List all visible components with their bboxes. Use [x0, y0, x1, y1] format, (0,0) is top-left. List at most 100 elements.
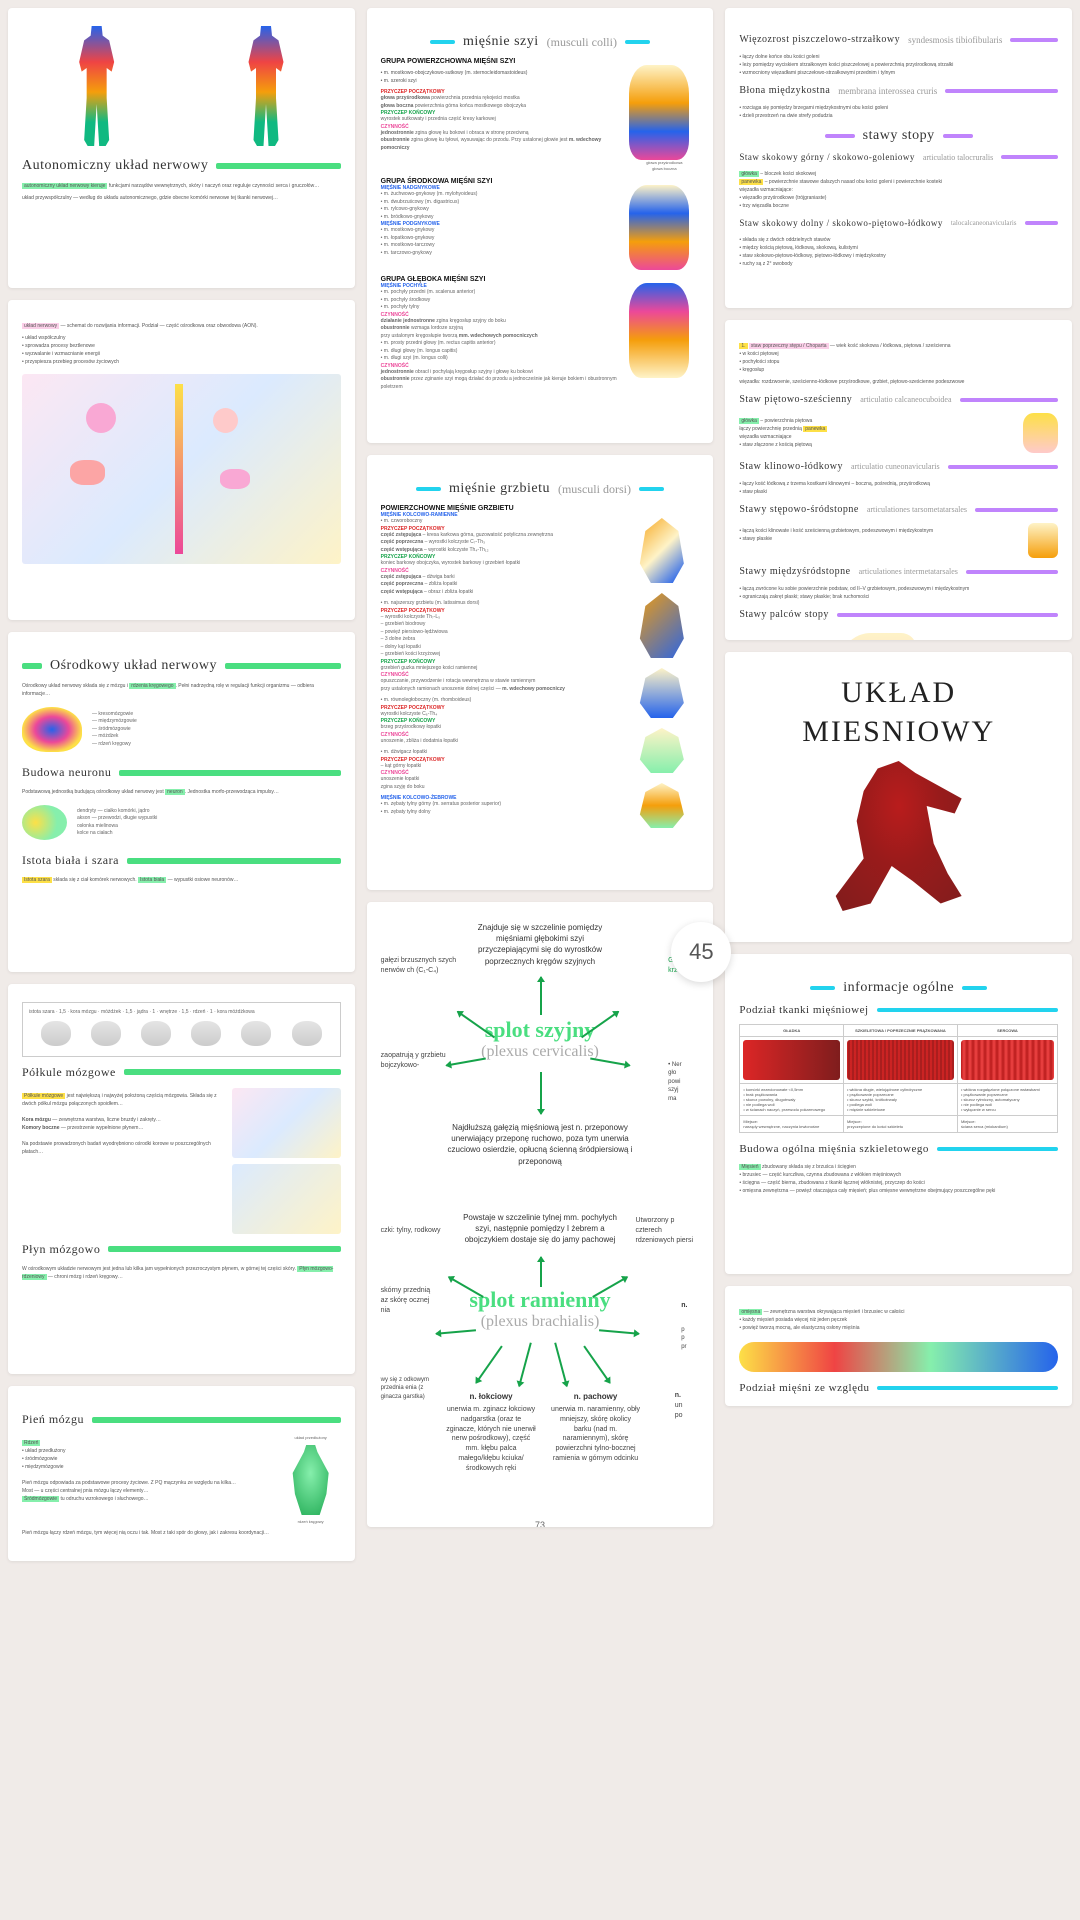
levator-figure	[634, 728, 689, 773]
table-cell: Miejsce:przyczepione do kości szkieletu	[844, 1116, 958, 1133]
mindmap-node: czki: tylny, rodkowy	[377, 1222, 449, 1240]
page-muscular-cover: UKŁAD MIESNIOWY	[725, 652, 1072, 942]
text: • m. zębaty tylny górny (m. serratus pos…	[381, 801, 627, 816]
table-cell: • włókna długie, wielojądrowe cylindrycz…	[844, 1084, 958, 1116]
text: część zstępująca – kresa karkowa górna, …	[381, 532, 627, 555]
count-badge: 45	[671, 922, 731, 982]
muscle-group-heading: POWIERZCHOWNE MIĘŚNIE GRZBIETU	[381, 505, 700, 512]
page-foot-joints-2: 1. staw poprzeczny stępu / Choparta — wi…	[725, 320, 1072, 640]
text: wyrostek sutkowaty i przednia część kres…	[381, 116, 622, 124]
text: – kąt górny łopatki	[381, 763, 627, 771]
serratus-figure	[634, 783, 689, 828]
section-title: Błona międzykostna	[739, 85, 830, 96]
section-title: Istota biała i szara	[22, 853, 119, 868]
section-title: Podział mięśni ze względu	[739, 1382, 869, 1394]
section-title: Płyn mózgowo	[22, 1242, 100, 1257]
text-block: Rdzeń• układ przedłużony• śródmózgowie• …	[22, 1439, 271, 1521]
table-cell: Miejsce:ściana serca (miokardium)	[957, 1116, 1057, 1133]
page-title: Autonomiczny układ nerwowy	[22, 158, 208, 174]
text: unoszenie, zbliża i dodatnia łopatki	[381, 738, 627, 746]
page-foot-joints-1: Więzozrost piszczelowo-strzałkowy syndes…	[725, 8, 1072, 308]
column-middle: 45 mięśnie szyi (musculi colli) GRUPA PO…	[367, 8, 714, 1912]
arrow-icon	[540, 1072, 542, 1114]
page-title: stawy stopy	[863, 128, 935, 144]
text-block: W ośrodkowym układzie nerwowym jest jedn…	[22, 1265, 341, 1281]
table-cell: Miejsce:narządy wewnętrzne, naczynia krw…	[740, 1116, 844, 1133]
text-block: Pień mózgu łączy rdzeń mózgu, tym więcej…	[22, 1529, 341, 1537]
page-partial-bottom: omięsna — zewnętrzna warstwa okrywająca …	[725, 1286, 1072, 1406]
arrow-icon	[540, 1257, 542, 1287]
text: jednostronnie zgina głowę ku bokowi i ob…	[381, 130, 622, 153]
section-title: Staw piętowo-sześcienny	[739, 394, 852, 405]
divider-cyan	[625, 40, 650, 44]
text: • m. najszerszy grzbietu (m. latissimus …	[381, 600, 627, 608]
arrow-icon	[554, 1343, 568, 1387]
divider-green	[124, 1069, 341, 1075]
divider-purple	[825, 134, 855, 138]
arrow-icon	[540, 977, 542, 1015]
text: • m. pochyły przedni (m. scalenus anteri…	[381, 289, 622, 312]
divider-purple	[837, 613, 1058, 617]
divider-cyan	[810, 986, 835, 990]
text-block: • łączą zwrócone ku sobie powierzchnie p…	[739, 585, 1058, 601]
mindmap-node: Powstaje w szczelinie tylnej mm. pochyły…	[455, 1212, 625, 1246]
arrow-icon	[583, 1345, 610, 1383]
page-neck-muscles: mięśnie szyi (musculi colli) GRUPA POWIE…	[367, 8, 714, 443]
text-block: Istota szara składa się z ciał komórek n…	[22, 876, 341, 884]
divider-purple	[943, 134, 973, 138]
section-title: Budowa neuronu	[22, 765, 111, 780]
divider-cyan	[639, 487, 664, 491]
mindmap-node: Najdłuższą gałęzią mięśniową jest n. prz…	[442, 1122, 638, 1167]
text: • m. prosty przedni głowy (m. rectus cap…	[381, 340, 622, 363]
page-title: mięśnie szyi	[463, 34, 539, 50]
joint-figure	[1023, 413, 1058, 453]
divider-purple	[960, 398, 1059, 402]
hemisphere-figure-2	[232, 1164, 341, 1234]
text-block: Ośrodkowy układ nerwowy składa się z móz…	[22, 682, 341, 698]
brain-figure	[22, 707, 82, 752]
page-title: informacje ogólne	[843, 980, 954, 996]
mindmap-node: n.unpo	[671, 1387, 704, 1424]
text: • m. żuchwowo-gnykowy (m. mylohyoideus)•…	[381, 191, 622, 221]
text-block: • łączy dolne końce obu kości goleni• le…	[739, 53, 1058, 77]
arrow-icon	[599, 1329, 639, 1334]
foot-bones-figure	[841, 633, 916, 640]
spinal-nerves-figure	[22, 374, 341, 564]
text: głowa przyśrodkowa powierzchnia przednia…	[381, 95, 622, 110]
divider-purple	[1025, 221, 1058, 225]
cover-title-line2: MIESNIOWY	[739, 712, 1058, 751]
brain-labels: — kresomózgowie— międzymózgowie— śródmóz…	[92, 711, 137, 749]
table-cell: • włókna rozgałęzione połączone wstawkam…	[957, 1084, 1057, 1116]
divider-cyan	[962, 986, 987, 990]
divider-cyan	[877, 1386, 1058, 1390]
page-hemispheres: istota szara · 1,5 · kora mózgu · móżdże…	[8, 984, 355, 1374]
text-block: układ nerwowy — schemat do rozwijania in…	[22, 322, 341, 330]
cover-title-line1: UKŁAD	[739, 673, 1058, 712]
section-title: Staw skokowy górny / skokowo-goleniowy	[739, 152, 915, 162]
divider-green	[225, 663, 341, 669]
divider-green	[119, 770, 340, 776]
arrow-icon	[475, 1345, 502, 1383]
text: wyrostki kolczyste C₆-Th₄	[381, 711, 627, 719]
text-block: • m. mostkowo-obojczykowo-sutkowy (m. st…	[381, 69, 622, 85]
text: • m. mostkowo-gnykowy• m. łopatkowo-gnyk…	[381, 227, 622, 257]
divider-green	[22, 663, 42, 669]
mindmap-center-title: splot ramienny	[377, 1287, 704, 1313]
text: część zstępująca – dźwiga barkiczęść pop…	[381, 574, 627, 597]
muscular-body-figure	[829, 761, 969, 911]
mindmap-node: wy się z odkowym przednia enia (z ginacz…	[377, 1372, 442, 1405]
divider-purple	[966, 570, 1058, 574]
page-back-muscles: mięśnie grzbietu (musculi dorsi) POWIERZ…	[367, 455, 714, 890]
divider-green	[127, 858, 341, 864]
column-right: Więzozrost piszczelowo-strzałkowy syndes…	[725, 8, 1072, 1912]
page-cns: Ośrodkowy układ nerwowy Ośrodkowy układ …	[8, 632, 355, 972]
text-block: • układ współczulny• sprowadza procesy b…	[22, 334, 341, 366]
page-plexus-mindmap: Znajduje się w szczelinie pomiędzy mięśn…	[367, 902, 714, 1527]
text-block: • łączy kość łódkową z trzema kostkami k…	[739, 480, 1058, 496]
section-sub: syndesmosis tibiofibularis	[908, 35, 1002, 45]
page-general-info: informacje ogólne Podział tkanki mięśnio…	[725, 954, 1072, 1274]
mindmap-node: n. pachowy unerwia m. naramienny, obły m…	[547, 1392, 645, 1468]
divider-purple	[1010, 38, 1058, 42]
mindmap-center-sub: (plexus cervicalis)	[377, 1043, 704, 1061]
mindmap-node: gałęzi brzusznych szych nerwów ch (C₁-C₄…	[377, 952, 462, 980]
